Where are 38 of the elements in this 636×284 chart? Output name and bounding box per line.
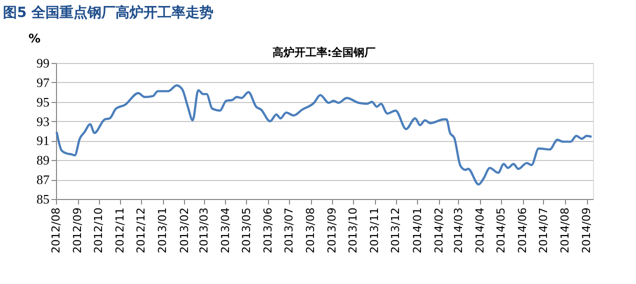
x-tick-label: 2013/06 bbox=[262, 208, 275, 254]
x-tick-label: 2013/12 bbox=[389, 208, 402, 254]
x-tick-label: 2014/07 bbox=[536, 208, 550, 254]
y-tick-label: 99 bbox=[36, 56, 50, 70]
x-tick-label: 2013/09 bbox=[326, 208, 339, 254]
chart-subtitle: 高炉开工率:全国钢厂 bbox=[272, 46, 376, 59]
x-tick-label: 2014/01 bbox=[410, 208, 424, 254]
chart-title: 图5 全国重点钢厂高炉开工率走势 bbox=[3, 4, 214, 21]
x-tick-label: 2012/08 bbox=[50, 208, 62, 254]
x-tick-label: 2013/04 bbox=[218, 208, 232, 254]
x-tick-label: 2012/10 bbox=[92, 208, 106, 254]
y-tick-label: 85 bbox=[36, 192, 50, 206]
y-tick-label: 97 bbox=[36, 74, 50, 90]
x-tick-label: 2013/10 bbox=[346, 208, 360, 254]
line-series bbox=[56, 84, 593, 186]
x-tick-label: 2013/02 bbox=[178, 208, 191, 254]
x-tick-label: 2013/08 bbox=[304, 208, 318, 254]
x-tick-label: 2012/12 bbox=[134, 208, 148, 254]
y-tick-label: 89 bbox=[36, 152, 50, 168]
y-tick-label: 87 bbox=[36, 172, 50, 188]
x-tick-label: 2014/09 bbox=[580, 208, 594, 254]
x-tick-label: 2014/04 bbox=[474, 208, 487, 254]
x-tick-label: 2014/08 bbox=[558, 208, 572, 254]
x-tick-label: 2014/06 bbox=[516, 208, 530, 254]
x-tick-label: 2014/03 bbox=[452, 208, 465, 254]
y-tick-label: 93 bbox=[36, 114, 50, 129]
x-tick-label: 2012/09 bbox=[71, 208, 84, 254]
x-tick-label: 2013/03 bbox=[197, 208, 210, 254]
y-axis-title: % bbox=[28, 32, 41, 46]
y-tick-label: 95 bbox=[36, 94, 50, 110]
x-tick-label: 2013/01 bbox=[156, 208, 170, 254]
x-tick-label: 2014/02 bbox=[432, 208, 446, 254]
x-tick-label: 2013/11 bbox=[368, 208, 382, 254]
x-tick-label: 2013/07 bbox=[282, 208, 296, 254]
x-tick-label: 2013/05 bbox=[240, 208, 253, 254]
x-tick-label: 2014/05 bbox=[494, 208, 508, 254]
y-tick-label: 91 bbox=[36, 133, 50, 148]
x-tick-label: 2012/11 bbox=[114, 208, 127, 254]
